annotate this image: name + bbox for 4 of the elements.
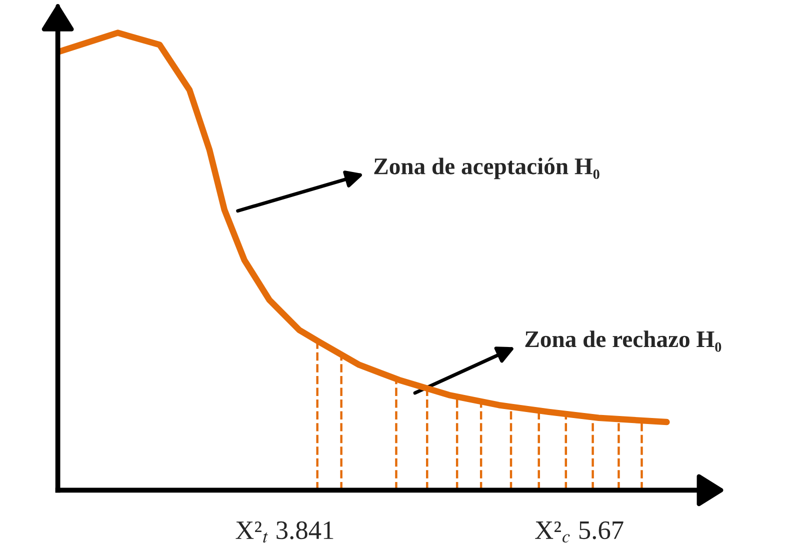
x-tick-label: X²$_{t}$ 3.841 [236, 521, 334, 543]
annotation: Zona de rechazo H₀ [525, 330, 722, 352]
annotation: Zona de aceptación H₀ [374, 158, 600, 180]
x-tick-label: X²$_{c}$ 5.67 [535, 521, 624, 543]
